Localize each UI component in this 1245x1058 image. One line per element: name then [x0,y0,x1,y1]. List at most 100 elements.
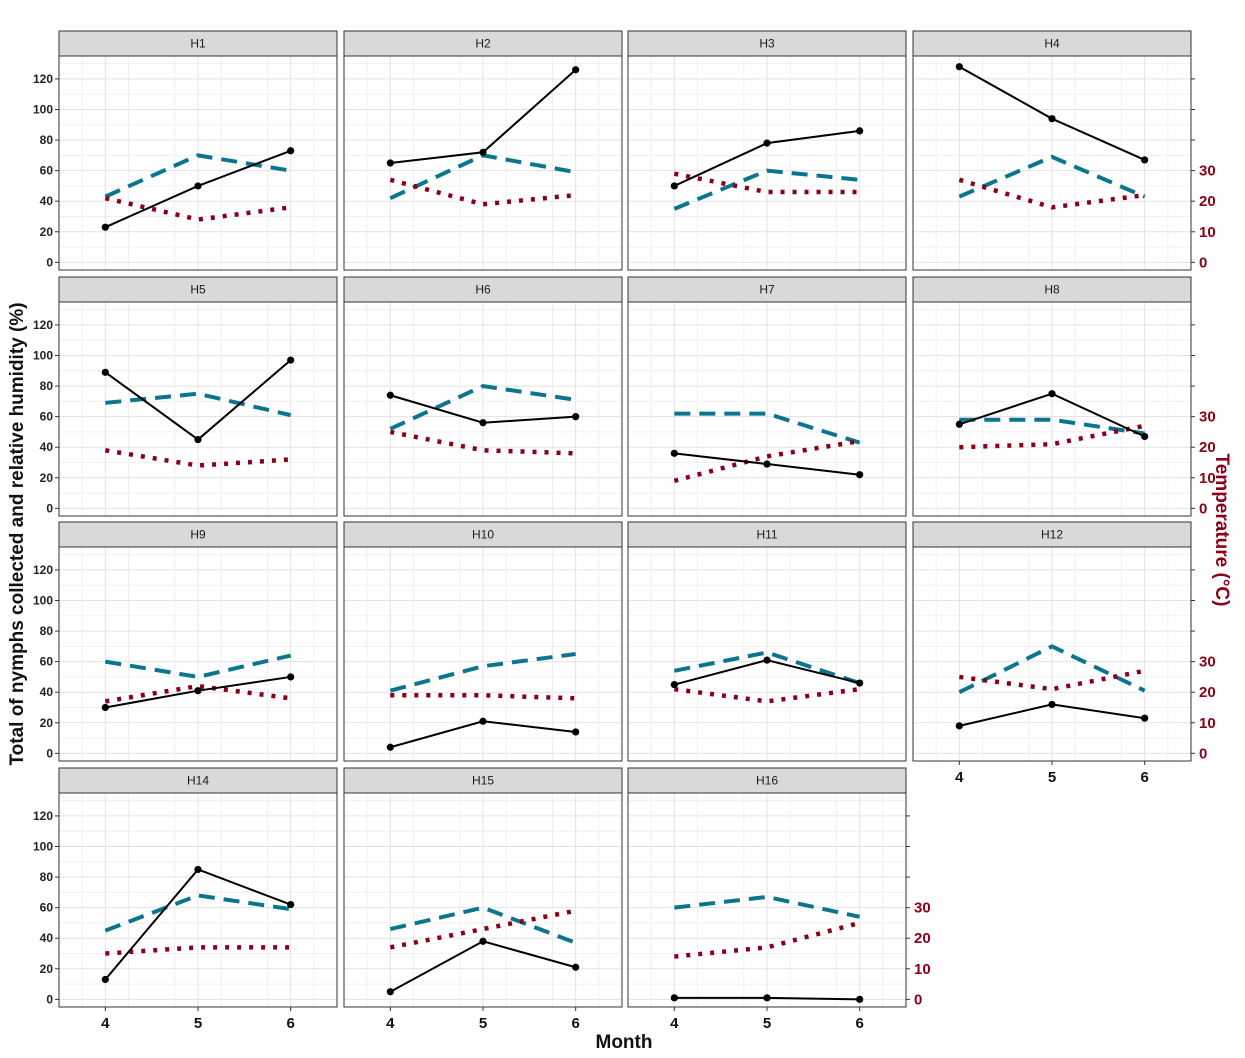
y-tick-label: 0 [46,992,53,1006]
y-axis-left: 0 20 40 60 80 100 120 [33,563,59,760]
nymphs-data-point [386,988,394,996]
humidity-series-line [105,391,292,418]
panel-grid [628,56,906,270]
x-axis: 4 5 6 [386,1007,580,1032]
nymphs-data-point [955,63,963,71]
panel-border [343,55,623,271]
temperature-series-line [104,195,291,222]
panel-strip-label: H12 [1041,528,1063,542]
y-tick-label: 20 [40,471,54,485]
nymphs-data-point [1141,432,1149,441]
temperature-tick-label: 20 [914,930,931,947]
x-tick-label: 6 [855,1015,863,1032]
panel-H9: H9 0 20 40 60 80 100 120 [33,521,338,762]
y-axis-right: 0 10 20 30 [906,815,931,1008]
y-tick-label: 20 [40,225,54,239]
temperature-series-line [389,908,577,950]
nymphs-data-point [1141,156,1149,164]
panel-H5: H5 0 20 40 60 80 100 120 [33,276,338,517]
nymphs-data-point [572,413,580,421]
panel-strip [343,276,623,303]
temperature-series-line [959,668,1146,692]
panel-H10: H10 [343,521,623,762]
x-axis: 4 5 6 [101,1007,295,1032]
y-tick-label: 80 [40,870,54,884]
humidity-series-line [958,154,1146,199]
panel-strip-label: H9 [190,528,206,542]
humidity-series-line [673,168,860,211]
temperature-tick-label: 30 [1199,409,1216,426]
panel-grid [344,302,622,516]
panel-strip-label: H3 [759,37,775,51]
nymphs-data-point [479,717,487,725]
nymphs-data-point [572,66,580,74]
y-tick-label: 120 [33,809,53,823]
y-tick-label: 40 [40,685,54,699]
panel-strip-label: H2 [475,37,491,51]
panel-strip [58,30,338,57]
humidity-series-line [104,893,291,933]
panel-grid [913,302,1191,516]
panel-H3: H3 [627,30,907,271]
x-tick-label: 4 [101,1015,110,1032]
y-tick-label: 40 [40,440,54,454]
y-axis-left: 0 20 40 60 80 100 120 [33,318,59,515]
nymphs-data-point [386,159,394,167]
nymphs-data-point [287,356,295,364]
temperature-tick-label: 30 [914,900,931,917]
y-axis-title-right: Temperature (°C) [1211,454,1232,607]
panel-border [627,301,907,517]
y-tick-label: 100 [33,594,53,608]
nymphs-data-point [955,420,963,428]
nymphs-data-point [670,182,678,190]
panel-strip-label: H6 [475,283,491,297]
panel-grid [344,56,622,270]
nymphs-data-point [955,722,963,730]
panel-strip-label: H16 [756,774,778,788]
nymphs-data-point [763,994,771,1002]
nymphs-data-point [856,127,864,135]
temperature-series-line [673,438,861,484]
panel-strip-label: H5 [190,283,206,297]
temperature-tick-label: 20 [1199,193,1216,210]
y-axis-right: 0 10 20 30 [1191,324,1216,517]
humidity-series-line [389,905,577,945]
panel-H14: H14 0 20 40 60 80 100 120 4 5 6 [33,767,338,1032]
nymphs-data-point [287,147,295,155]
nymphs-data-point [101,703,109,712]
panel-strip [343,767,623,794]
y-tick-label: 0 [46,746,53,760]
nymphs-data-point [856,471,864,479]
temperature-tick-label: 0 [914,991,922,1008]
y-tick-label: 0 [46,255,53,269]
y-tick-label: 60 [40,410,54,424]
y-tick-label: 120 [33,318,53,332]
x-axis-title: Month [596,1032,653,1053]
panel-strip-label: H14 [187,774,209,788]
panel-grid [913,56,1191,270]
x-tick-label: 5 [479,1015,487,1032]
temperature-tick-label: 20 [1199,439,1216,456]
temperature-tick-label: 10 [1199,470,1216,487]
panel-border [343,546,623,762]
temperature-tick-label: 0 [1199,745,1207,762]
temperature-tick-label: 30 [1199,163,1216,180]
x-tick-label: 5 [763,1015,771,1032]
nymphs-data-point [287,900,295,909]
temperature-series-line [389,177,576,207]
x-axis: 4 5 6 [955,761,1149,786]
nymphs-data-point [386,743,394,751]
panel-border [58,55,338,271]
panel-border [343,301,623,517]
y-tick-label: 20 [40,716,54,730]
y-axis-left: 0 20 40 60 80 100 120 [33,809,59,1006]
nymphs-data-point [856,995,864,1003]
x-tick-label: 6 [571,1015,579,1032]
panel-grid [59,56,337,270]
panel-strip [58,521,338,548]
x-tick-label: 4 [386,1015,395,1032]
nymphs-data-point [572,963,580,971]
panel-grid [628,547,906,761]
nymphs-data-point [479,148,487,156]
temperature-tick-label: 30 [1199,654,1216,671]
